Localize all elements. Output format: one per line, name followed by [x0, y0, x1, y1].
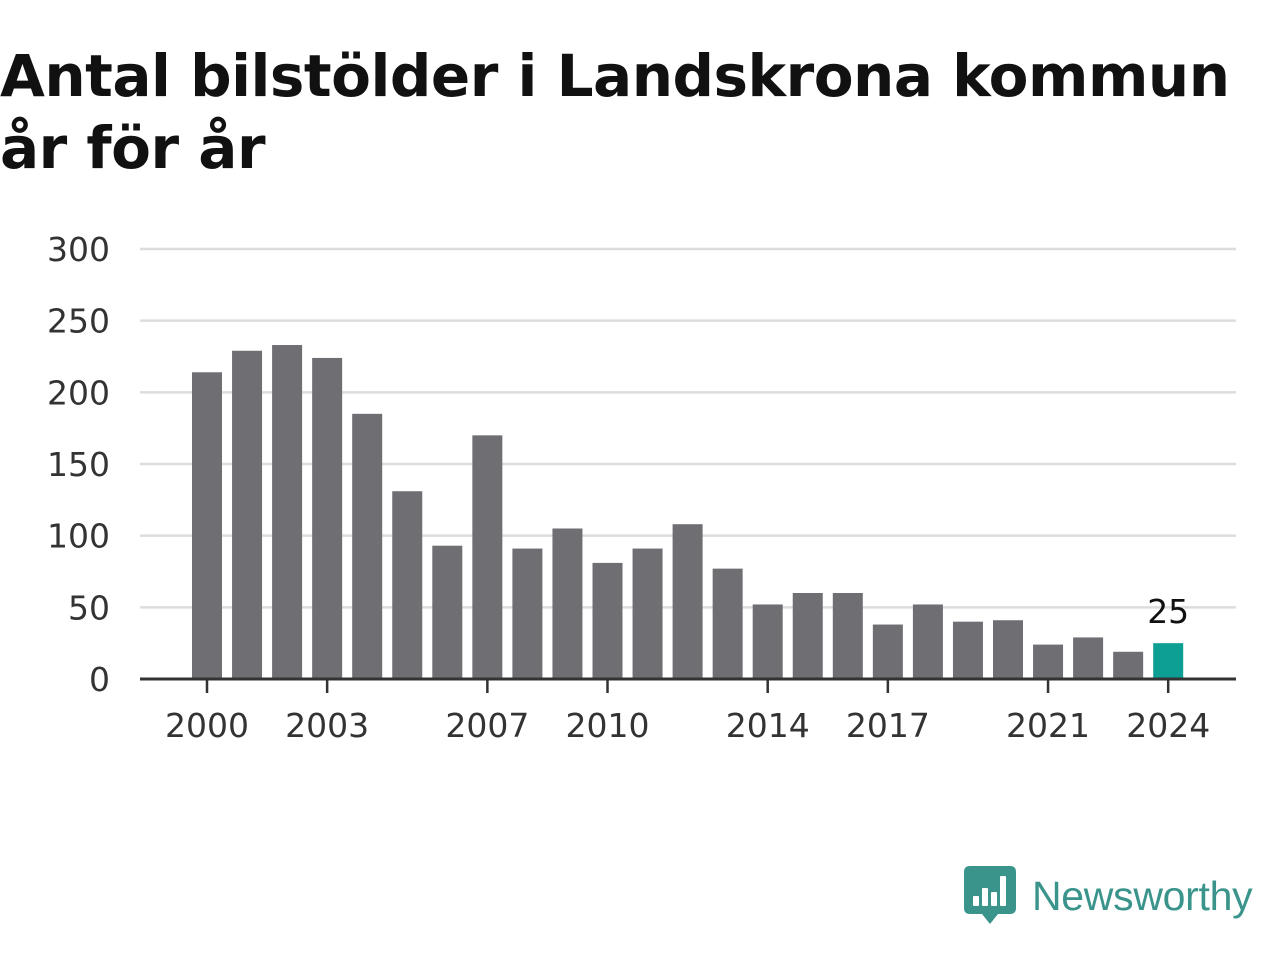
bars: [192, 345, 1184, 679]
y-tick-label: 300: [47, 230, 110, 269]
y-tick-label: 250: [47, 302, 110, 341]
bar: [352, 413, 383, 679]
bar: [672, 524, 703, 679]
bar: [392, 491, 423, 679]
bar: [472, 435, 503, 679]
bar: [552, 528, 583, 679]
x-tick-label: 2017: [846, 706, 930, 745]
bar: [912, 604, 943, 679]
bar: [1033, 644, 1064, 679]
brand-name: Newsworthy: [1032, 872, 1253, 919]
x-tick-label: 2000: [165, 706, 249, 745]
bar: [752, 604, 783, 679]
bar: [712, 568, 743, 679]
bar: [232, 350, 263, 679]
x-tick-label: 2003: [285, 706, 369, 745]
x-tick-label: 2014: [726, 706, 810, 745]
value-labels: 25: [1147, 592, 1189, 631]
bar: [952, 621, 983, 679]
bar: [192, 372, 222, 679]
bar: [592, 562, 623, 679]
x-tick-label: 2010: [566, 706, 650, 745]
bar: [1073, 637, 1104, 679]
bar: [872, 624, 903, 679]
y-tick-label: 0: [89, 660, 110, 699]
x-tick-label: 2007: [445, 706, 529, 745]
bar: [432, 545, 463, 679]
y-tick-label: 200: [47, 373, 110, 412]
bar: [832, 593, 863, 679]
bar: [993, 620, 1023, 679]
y-axis-labels: 0 50 100 150 200 250 300: [47, 230, 110, 699]
bar-highlight: [1153, 643, 1184, 679]
newsworthy-logo-icon: [964, 866, 1016, 924]
y-tick-label: 150: [47, 445, 110, 484]
bar: [512, 548, 543, 679]
bar: [1113, 651, 1144, 679]
x-tick-label: 2024: [1126, 706, 1210, 745]
bar: [272, 345, 303, 679]
x-axis: 2000 2003 2007 2010 2014 2017 2021 2024: [140, 677, 1236, 745]
bar: [312, 357, 343, 679]
chart-title: Antal bilstölder i Landskrona kommun år …: [0, 42, 1230, 182]
bar: [632, 548, 663, 679]
x-tick-label: 2021: [1006, 706, 1090, 745]
data-label: 25: [1147, 592, 1189, 631]
y-tick-label: 100: [47, 517, 110, 556]
bar: [792, 593, 823, 679]
y-tick-label: 50: [68, 588, 110, 627]
brand-logo: Newsworthy: [964, 866, 1253, 926]
